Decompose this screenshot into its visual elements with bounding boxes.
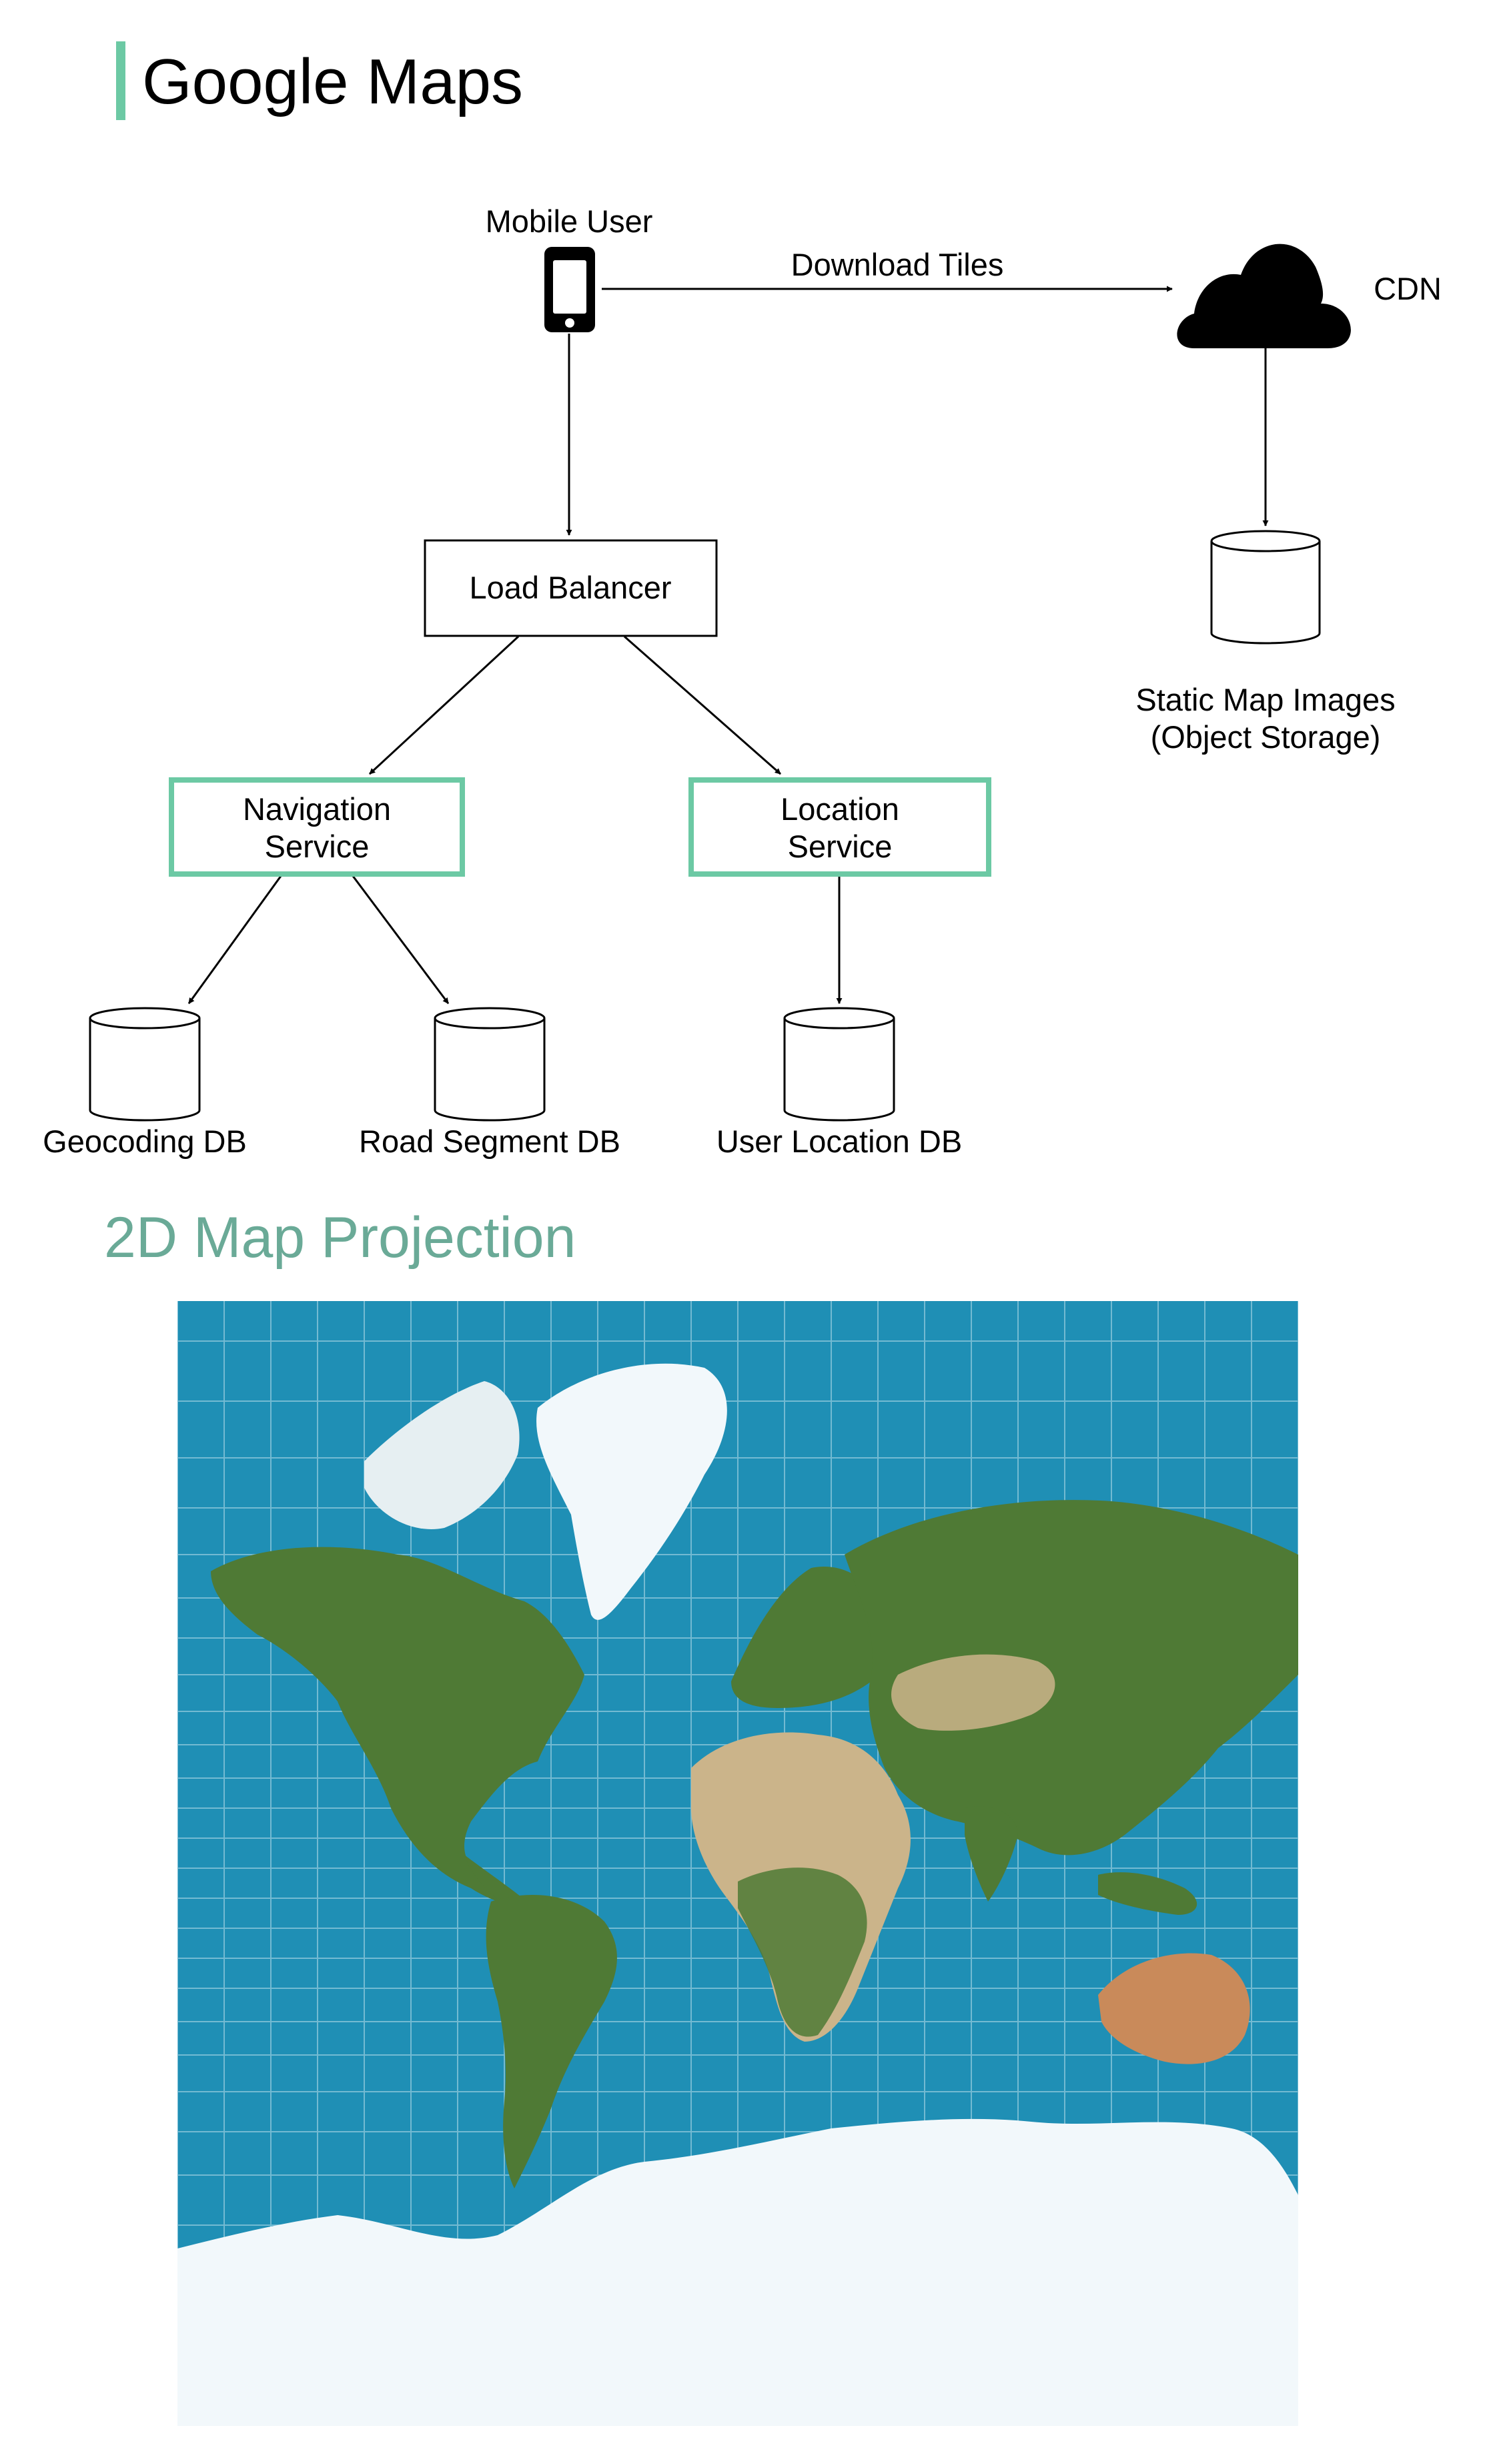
mobile-phone-icon — [544, 247, 595, 332]
load-balancer-box — [424, 539, 718, 637]
southeast-asia — [1098, 1872, 1197, 1915]
arctic-islands — [364, 1381, 520, 1529]
arrow-lb-to-location — [624, 635, 781, 775]
static-map-images-db-icon — [1210, 530, 1321, 645]
static-map-images-line1: Static Map Images — [1135, 682, 1396, 717]
map-projection-heading: 2D Map Projection — [104, 1206, 576, 1270]
page-title: Google Maps — [142, 46, 523, 117]
world-map-image — [177, 1301, 1298, 2426]
road-segment-db-label: Road Segment DB — [359, 1124, 620, 1159]
australia — [1098, 1953, 1250, 2064]
arrow-lb-to-navigation — [368, 635, 520, 775]
geocoding-db-icon — [89, 1007, 201, 1122]
user-location-db-label: User Location DB — [716, 1124, 963, 1159]
europe — [731, 1567, 892, 1708]
user-location-db-icon — [783, 1007, 895, 1122]
greenland — [536, 1363, 727, 1620]
location-service-box — [688, 777, 991, 877]
location-service-line2: Service — [787, 829, 893, 864]
navigation-service-label: Navigation Service — [243, 791, 391, 865]
cdn-cloud-icon — [1177, 244, 1351, 348]
navigation-service-line1: Navigation — [242, 791, 392, 827]
location-service-label: Location Service — [781, 791, 899, 865]
navigation-service-line2: Service — [264, 829, 370, 864]
north-america — [211, 1547, 584, 1915]
load-balancer-label: Load Balancer — [469, 570, 672, 605]
architecture-diagram — [89, 244, 1351, 1122]
location-service-line1: Location — [781, 791, 899, 827]
mercator-map-illustration — [177, 1301, 1298, 2426]
mobile-user-label: Mobile User — [485, 203, 653, 239]
continents — [177, 1363, 1298, 2426]
cdn-label: CDN — [1374, 271, 1442, 306]
navigation-service-box — [169, 777, 465, 877]
geocoding-db-label: Geocoding DB — [43, 1124, 247, 1159]
africa-vegetation — [738, 1868, 867, 2037]
asia-desert — [891, 1654, 1055, 1731]
static-map-images-line2: (Object Storage) — [1150, 719, 1381, 755]
arrow-navigation-to-geocoding — [187, 875, 282, 1004]
road-segment-db-icon — [434, 1007, 546, 1122]
arrow-navigation-to-road-segment — [352, 875, 450, 1004]
india — [965, 1806, 1018, 1902]
download-tiles-label: Download Tiles — [791, 247, 1004, 282]
south-america — [486, 1895, 617, 2188]
antarctica — [177, 2118, 1298, 2426]
title-accent-bar — [116, 41, 125, 120]
static-map-images-label: Static Map Images (Object Storage) — [1135, 681, 1395, 756]
asia — [845, 1500, 1298, 1856]
